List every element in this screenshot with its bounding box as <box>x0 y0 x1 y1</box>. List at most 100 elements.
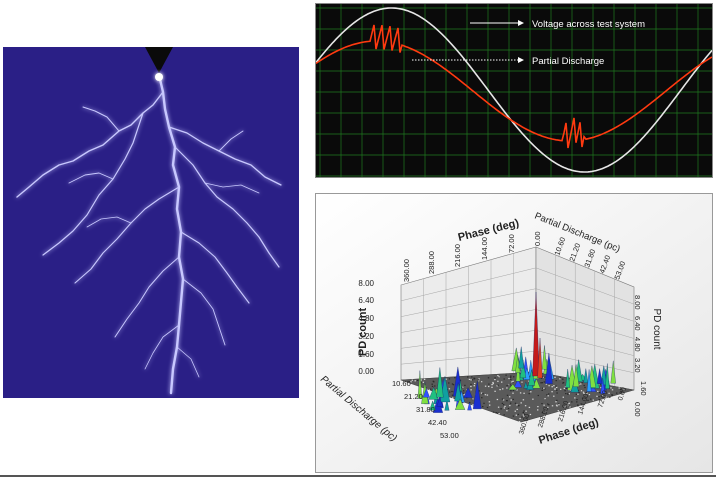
floor-speckle <box>523 410 525 412</box>
floor-speckle <box>499 389 501 391</box>
wall-grid-line <box>535 288 635 322</box>
floor-speckle <box>510 399 512 401</box>
floor-speckle <box>541 389 543 391</box>
floor-speckle <box>430 388 432 390</box>
pd-peak <box>605 363 610 389</box>
pd-peak <box>610 360 616 384</box>
floor-speckle <box>541 403 543 405</box>
pd-peaks <box>417 291 616 413</box>
floor-speckle <box>472 404 474 406</box>
voltage-arrowhead <box>518 20 524 26</box>
floor-speckle <box>556 392 558 394</box>
floor-speckle <box>583 384 585 387</box>
floor-speckle <box>496 385 498 387</box>
phase-tick-top-2: 216.00 <box>453 244 462 267</box>
floor-speckle <box>474 382 476 385</box>
floor-speckle <box>581 382 583 384</box>
floor-speckle <box>528 406 531 408</box>
floor-speckle <box>583 392 585 394</box>
scope-grid <box>316 4 712 177</box>
floor-speckle <box>559 378 561 380</box>
floor-speckle <box>540 377 543 379</box>
floor-speckle <box>523 413 525 415</box>
y-tick-2: 3.20 <box>358 332 374 341</box>
y-tick-5: 8.00 <box>358 279 374 288</box>
floor-speckle <box>470 389 472 391</box>
floor-speckle <box>506 410 508 412</box>
floor-speckle <box>588 394 591 396</box>
bottom-divider <box>0 475 716 477</box>
floor-speckle <box>451 394 454 396</box>
floor-speckle <box>528 380 530 382</box>
floor-speckle <box>451 383 454 385</box>
floor-speckle <box>494 390 496 392</box>
floor-speckle <box>509 402 512 404</box>
floor-speckle <box>557 410 559 412</box>
pd-tick-left-0: 10.60 <box>392 379 411 388</box>
pd-peak <box>454 382 463 402</box>
floor-speckle <box>580 390 583 392</box>
floor-speckle <box>547 395 549 397</box>
floor-speckle <box>555 401 557 403</box>
floor-speckle <box>541 382 543 384</box>
floor-speckle <box>462 386 464 388</box>
floor-speckle <box>525 410 527 412</box>
floor-speckle <box>581 397 584 399</box>
floor-speckle <box>543 387 545 389</box>
floor-speckle <box>522 411 524 414</box>
phase-tick-bot-5: 0.00 <box>617 386 628 401</box>
floor-speckle <box>600 387 602 389</box>
floor-speckle <box>545 410 547 412</box>
floor-speckle <box>519 417 521 420</box>
wall-grid-line <box>535 330 635 356</box>
floor-speckle <box>509 383 511 385</box>
floor-speckle <box>556 399 558 401</box>
floor-speckle <box>494 377 496 379</box>
pd-arrowhead <box>518 57 524 63</box>
voltage-pd-waveform: Voltage across test system Partial Disch… <box>315 3 713 178</box>
floor-speckle <box>464 393 466 395</box>
y-tick-1: 1.60 <box>358 350 374 359</box>
floor-speckle <box>517 405 519 407</box>
floor-speckle <box>417 379 419 381</box>
floor-speckle <box>452 384 455 386</box>
floor-speckle <box>513 376 515 378</box>
floor-speckle <box>486 394 489 396</box>
floor-speckle <box>564 386 567 388</box>
floor-speckle <box>420 382 422 384</box>
floor-speckle <box>512 392 514 394</box>
floor-speckle <box>605 396 607 398</box>
floor-speckle <box>558 404 560 406</box>
floor-speckle <box>420 379 422 381</box>
floor-speckle <box>516 404 518 406</box>
floor-speckle <box>553 385 555 387</box>
floor-speckle <box>585 392 587 394</box>
pd-peak <box>463 387 473 398</box>
floor-speckle <box>500 408 502 410</box>
pd-peak <box>519 359 527 379</box>
waveform-graphic: Voltage across test system Partial Disch… <box>315 4 713 177</box>
floor-speckle <box>544 388 546 390</box>
floor-speckle <box>562 378 564 380</box>
floor-speckle <box>524 405 527 407</box>
floor-speckle <box>568 405 570 407</box>
floor-speckle <box>506 385 508 387</box>
floor-speckle <box>584 386 586 389</box>
floor-speckle <box>611 389 614 391</box>
floor-speckle <box>537 409 539 411</box>
floor-speckle <box>512 398 514 400</box>
floor-speckle <box>491 384 493 386</box>
floor-speckle <box>548 404 550 406</box>
floor-speckle <box>520 402 522 404</box>
floor-speckle <box>505 374 507 376</box>
pd-count-tick-r-0: 1.60 <box>639 381 648 396</box>
pd-count-tick-r-1: 3.20 <box>633 358 642 373</box>
floor-speckle <box>428 389 431 391</box>
floor-speckle <box>576 401 578 403</box>
floor-speckle <box>542 387 544 389</box>
floor-speckle <box>506 400 508 402</box>
floor-speckle <box>502 399 505 401</box>
floor-speckle <box>548 393 550 395</box>
floor-speckle <box>510 390 512 392</box>
floor-speckle <box>611 394 613 396</box>
